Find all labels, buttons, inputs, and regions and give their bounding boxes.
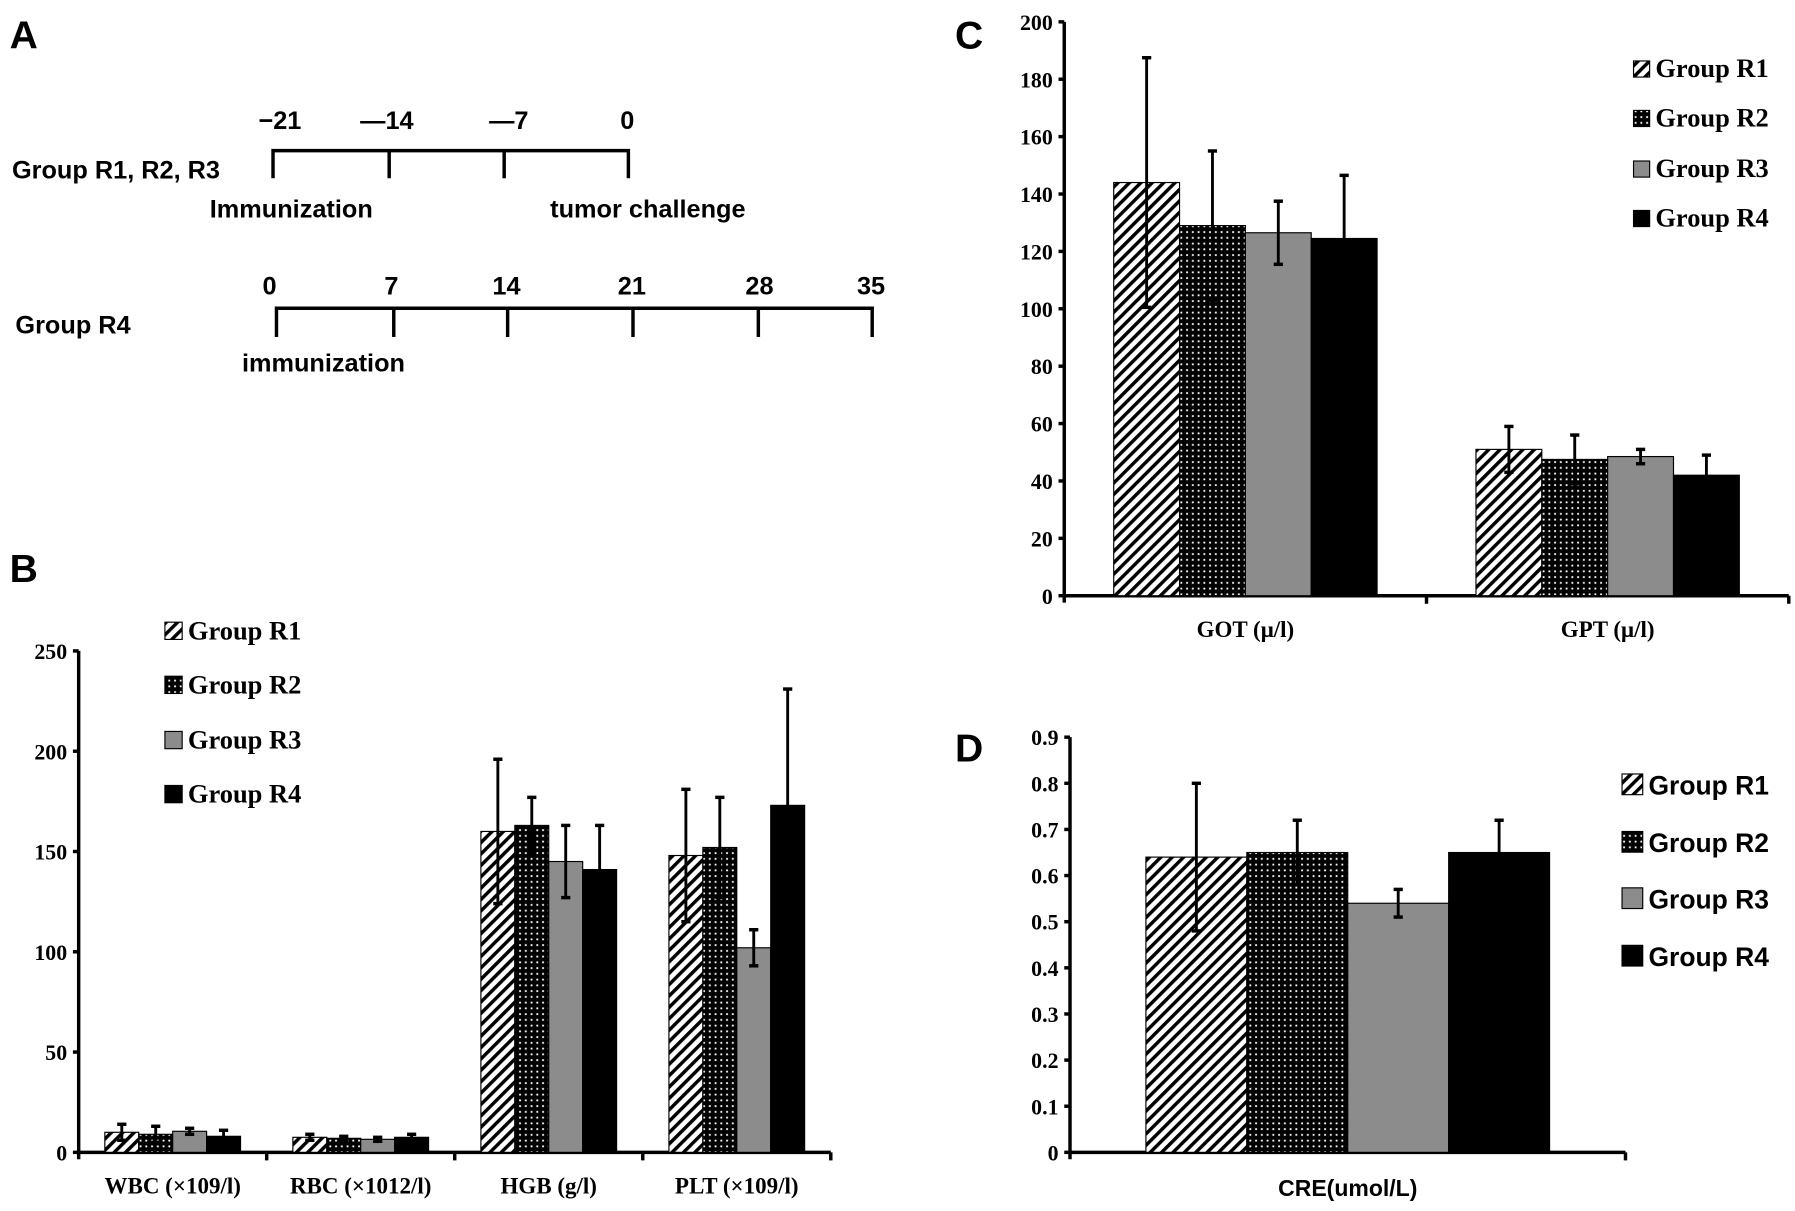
timeline-2-tick: 0	[263, 272, 277, 300]
x-category-label: PLT (×109/l)	[675, 1174, 799, 1199]
y-tick-label: 20	[1031, 527, 1053, 551]
y-tick-label: 100	[34, 941, 67, 965]
y-tick-label: 180	[1020, 68, 1053, 92]
legend-label: Group R4	[188, 779, 301, 809]
legend-swatch	[1621, 944, 1644, 967]
timeline-1-axis	[271, 148, 631, 179]
bar-group-r3	[1244, 232, 1312, 597]
panel-a-timeline: A Group R1, R2, R3 −21 —14 —7 0 Immuniza…	[10, 14, 885, 377]
y-tick-label: 0.8	[1031, 772, 1058, 796]
y-tick-label: 40	[1031, 470, 1053, 494]
timeline-2-event: immunization	[242, 349, 405, 377]
timeline-1-event: Immunization	[210, 195, 373, 223]
bar-group-r3	[1607, 455, 1675, 597]
bar-group-r3	[736, 947, 772, 1153]
legend-label: Group R4	[1648, 942, 1769, 972]
timeline-1-event: tumor challenge	[550, 195, 745, 223]
y-tick-label: 0	[1042, 585, 1053, 609]
timeline-1-tick: —14	[360, 107, 413, 135]
legend-label: Group R4	[1655, 203, 1768, 233]
y-tick-label: 0.4	[1031, 957, 1058, 981]
y-tick-label: 100	[1020, 298, 1053, 322]
panel-b-chart: B 0 50 100 150 200 250 WBC (×109/l) RBC (×1012/l…	[10, 548, 833, 1199]
y-tick-label: 0.7	[1031, 818, 1058, 842]
legend-label: Group R3	[1655, 153, 1768, 183]
y-tick-label: 0	[56, 1141, 67, 1165]
x-category-label: HGB (g/l)	[501, 1174, 597, 1199]
bar-group-r3	[548, 860, 584, 1153]
legend-label: Group R1	[188, 615, 301, 645]
y-tick-label: 0	[1048, 1141, 1059, 1165]
x-category-label: WBC (×109/l)	[104, 1174, 240, 1199]
timeline-2-tick: 35	[857, 272, 885, 300]
timeline-1-tick: 0	[620, 107, 634, 135]
panel-label-b: B	[10, 548, 38, 591]
timeline-2-tick: 21	[618, 272, 646, 300]
timeline-2-tick: 14	[492, 272, 520, 300]
bar-group-r3	[1347, 902, 1450, 1153]
legend-swatch	[1632, 109, 1651, 128]
legend-swatch	[164, 621, 183, 641]
y-tick-label: 0.6	[1031, 865, 1058, 889]
panel-label-d: D	[955, 727, 983, 770]
legend-label: Group R1	[1648, 771, 1768, 801]
x-category-label: GPT (μ/l)	[1561, 617, 1655, 642]
y-tick-label: 160	[1020, 126, 1053, 150]
panel-label-c: C	[955, 14, 983, 57]
x-category-label: RBC (×1012/l)	[290, 1174, 432, 1199]
timeline-1-group-label: Group R1, R2, R3	[12, 156, 220, 184]
legend-swatch	[1621, 773, 1644, 796]
y-tick-label: 250	[34, 640, 67, 664]
y-tick-label: 140	[1020, 183, 1053, 207]
timeline-2-axis	[274, 306, 874, 337]
timeline-2-tick: 7	[384, 272, 398, 300]
legend-label: Group R2	[188, 669, 301, 699]
legend-swatch	[1632, 60, 1651, 78]
y-tick-label: 200	[34, 740, 67, 764]
y-tick-label: 0.2	[1031, 1049, 1058, 1073]
y-tick-label: 0.3	[1031, 1003, 1058, 1027]
legend-label: Group R2	[1655, 103, 1768, 133]
y-tick-label: 0.9	[1031, 726, 1058, 750]
legend-label: Group R1	[1655, 53, 1768, 83]
legend-swatch	[1632, 160, 1651, 178]
timeline-2-group-label: Group R4	[15, 312, 130, 340]
legend-swatch	[1621, 830, 1644, 853]
y-tick-label: 0.1	[1031, 1095, 1058, 1119]
y-tick-label: 150	[34, 841, 67, 865]
panel-c-chart: C 0 20 40 60 80 100 120 140 160 180 200 GOT (μ/l) GPT…	[955, 11, 1791, 642]
legend-swatch	[164, 784, 183, 804]
legend-label: Group R3	[1648, 885, 1768, 915]
panel-d-chart: D 0 0.1 0.2 0.3 0.4 0.5 0.6 0.7 0.8 0.9 CRE(umol/L)…	[955, 726, 1769, 1201]
legend-label: Group R2	[1648, 828, 1768, 858]
legend-swatch	[164, 730, 183, 750]
y-tick-label: 200	[1020, 11, 1053, 35]
y-tick-label: 50	[45, 1041, 67, 1065]
y-tick-label: 120	[1020, 240, 1053, 264]
legend-label: Group R3	[188, 725, 301, 755]
bar-group-r4	[582, 868, 618, 1153]
y-tick-label: 80	[1031, 355, 1053, 379]
bar-group-r2	[1246, 851, 1349, 1153]
timeline-1-tick: −21	[258, 107, 301, 135]
legend-swatch	[1621, 887, 1644, 910]
bar-group-r2	[514, 824, 550, 1153]
bar-group-r4	[1448, 851, 1551, 1153]
legend-swatch	[1632, 209, 1651, 228]
timeline-2-tick: 28	[745, 272, 773, 300]
timeline-1-tick: —7	[489, 107, 528, 135]
x-category-label: CRE(umol/L)	[1278, 1175, 1417, 1201]
x-category-label: GOT (μ/l)	[1197, 617, 1295, 642]
legend-swatch	[164, 675, 183, 695]
y-tick-label: 60	[1031, 413, 1053, 437]
y-tick-label: 0.5	[1031, 911, 1058, 935]
panel-label-a: A	[10, 14, 38, 57]
